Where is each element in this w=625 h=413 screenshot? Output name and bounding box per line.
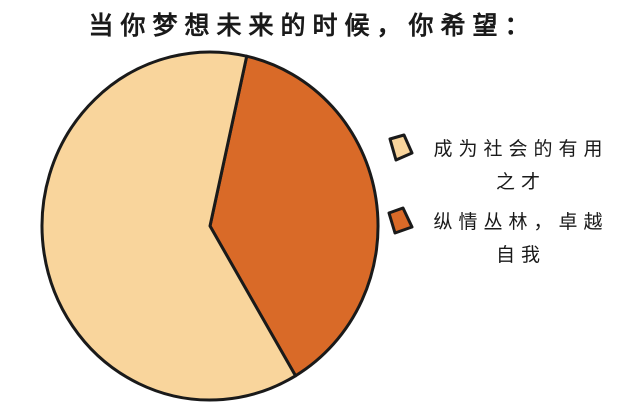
pie-slice-useful-talent bbox=[40, 50, 297, 402]
legend-swatch-orange bbox=[387, 206, 414, 235]
legend-label-useful-talent: 成为社会的有用之才 bbox=[433, 138, 609, 193]
legend-label-jungle-self: 纵情丛林，卓越自我 bbox=[433, 211, 609, 266]
legend-swatch-light bbox=[388, 133, 414, 162]
chart-title: 当你梦想未来的时候，你希望： bbox=[88, 11, 537, 40]
pie-slice-jungle-self bbox=[208, 54, 380, 378]
